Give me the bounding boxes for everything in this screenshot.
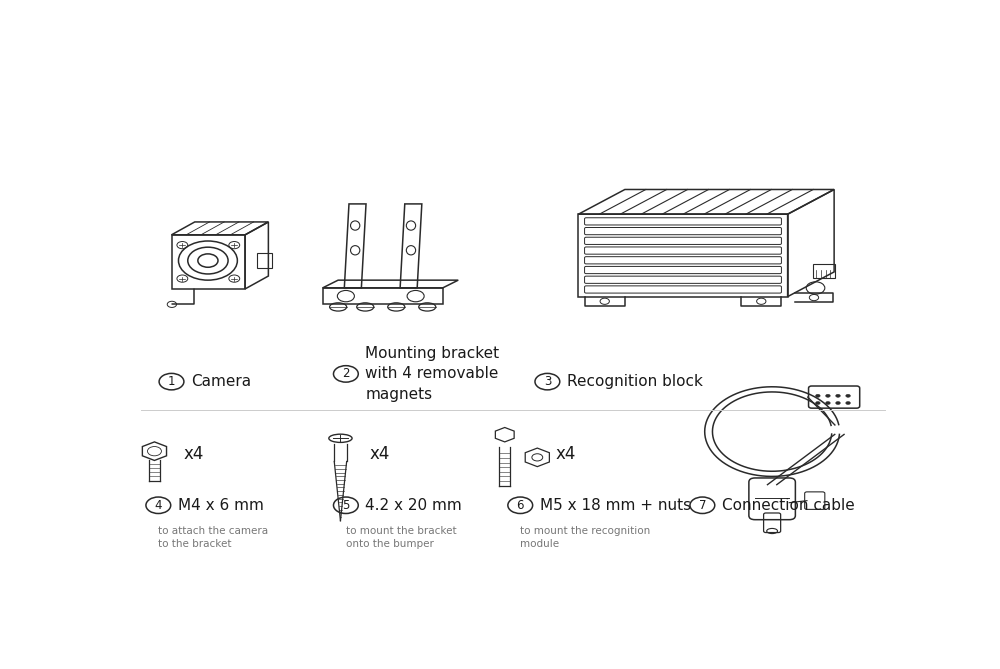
Text: Connection cable: Connection cable <box>722 498 854 512</box>
Text: x4: x4 <box>555 445 576 463</box>
Text: 2: 2 <box>342 367 350 381</box>
Text: x4: x4 <box>369 445 390 463</box>
Circle shape <box>816 394 820 397</box>
Text: Mounting bracket
with 4 removable
magnets: Mounting bracket with 4 removable magnet… <box>365 346 499 402</box>
Circle shape <box>816 401 820 405</box>
Text: 1: 1 <box>168 375 175 388</box>
Circle shape <box>826 401 830 405</box>
Text: 6: 6 <box>516 499 524 512</box>
Text: 3: 3 <box>544 375 551 388</box>
Text: Recognition block: Recognition block <box>567 374 703 389</box>
Circle shape <box>836 394 840 397</box>
Text: 5: 5 <box>342 499 350 512</box>
Text: to attach the camera
to the bracket: to attach the camera to the bracket <box>158 526 268 549</box>
Circle shape <box>826 394 830 397</box>
Text: to mount the recognition
module: to mount the recognition module <box>520 526 650 549</box>
Circle shape <box>846 394 850 397</box>
Text: 4.2 x 20 mm: 4.2 x 20 mm <box>365 498 462 512</box>
Text: M4 x 6 mm: M4 x 6 mm <box>178 498 264 512</box>
Text: 7: 7 <box>699 499 706 512</box>
Circle shape <box>836 401 840 405</box>
Text: to mount the bracket
onto the bumper: to mount the bracket onto the bumper <box>346 526 456 549</box>
Text: x4: x4 <box>183 445 204 463</box>
Text: 4: 4 <box>155 499 162 512</box>
Text: Camera: Camera <box>191 374 251 389</box>
Text: M5 x 18 mm + nuts: M5 x 18 mm + nuts <box>540 498 691 512</box>
Circle shape <box>846 401 850 405</box>
